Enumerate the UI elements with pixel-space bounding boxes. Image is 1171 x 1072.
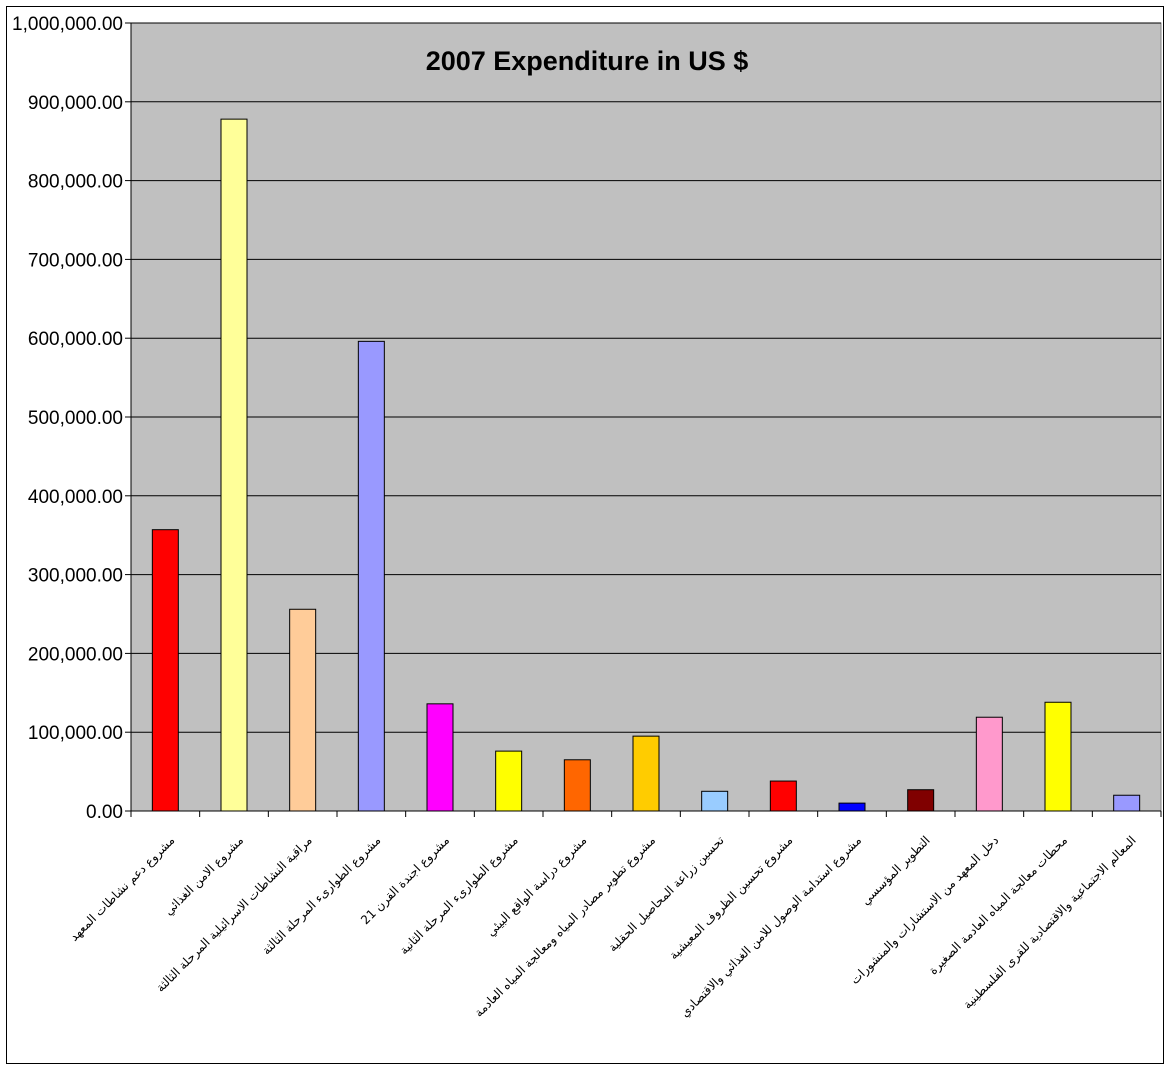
bar [1044, 701, 1072, 812]
x-tick-label: مشروع الطوارىء المرحلة الثالثة [259, 833, 384, 958]
bar [563, 759, 591, 812]
bar [426, 703, 454, 812]
bar [1113, 794, 1141, 812]
y-tick-label: 800,000.00 [28, 172, 123, 193]
chart-title: 2007 Expenditure in US $ [426, 46, 749, 76]
x-tick-label: محطات معالجة المياه العادمة الصغيرة [926, 833, 1071, 978]
y-tick-label: 1,000,000.00 [12, 14, 123, 35]
y-tick-label: 500,000.00 [28, 408, 123, 429]
bar [632, 735, 660, 812]
y-tick-label: 100,000.00 [28, 723, 123, 744]
x-tick-label: دخل المعهد من الاستشارات والمنشورات [848, 833, 1003, 988]
x-tick-label: مشروع تحسين الظروف المعيشية [666, 833, 796, 963]
x-tick-label: تحسين زراعة المحاصيل الحقلية [605, 833, 727, 955]
y-tick-label: 0.00 [86, 802, 123, 823]
x-tick-label: التطوير المؤسسي [858, 833, 933, 908]
bar [357, 340, 385, 812]
bar [975, 716, 1003, 812]
chart-frame: 0.00 100,000.00 200,000.00 300,000.00 400,00… [6, 6, 1164, 1064]
y-tick-labels: 0.00 100,000.00 200,000.00 300,000.00 400,00… [12, 14, 131, 823]
x-tick-label: مشروع دعم نشاطات المعهد [67, 833, 178, 944]
bar [907, 789, 935, 812]
bar [151, 529, 179, 812]
bars [151, 118, 1141, 812]
y-tick-label: 200,000.00 [28, 644, 123, 665]
bar-chart: 0.00 100,000.00 200,000.00 300,000.00 400,00… [12, 14, 1162, 1020]
bar [769, 780, 797, 812]
y-tick-label: 600,000.00 [28, 329, 123, 350]
x-tick-label: مشروع الطوارىء المرحلة الثانية [397, 833, 522, 958]
y-tick-label: 900,000.00 [28, 93, 123, 114]
y-tick-label: 400,000.00 [28, 487, 123, 508]
bar [495, 750, 523, 812]
bar [289, 608, 317, 812]
y-tick-label: 700,000.00 [28, 250, 123, 271]
bar [220, 118, 248, 812]
bar [701, 790, 729, 812]
y-tick-label: 300,000.00 [28, 566, 123, 587]
bar [838, 802, 866, 812]
